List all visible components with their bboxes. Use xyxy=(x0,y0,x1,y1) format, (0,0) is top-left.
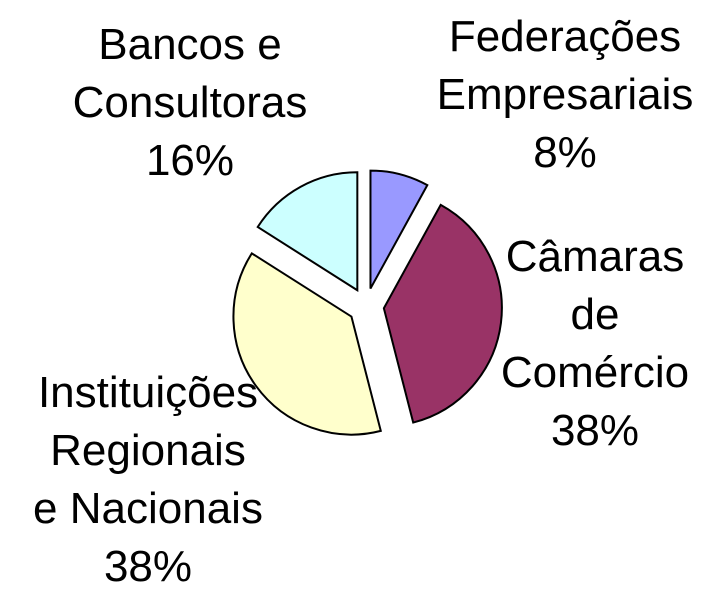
pie-slice xyxy=(382,203,503,424)
value-label: 8% xyxy=(533,128,597,177)
category-label: Federações Empresariais xyxy=(436,12,694,119)
value-label: 38% xyxy=(550,406,640,455)
pie-slice xyxy=(232,251,383,436)
category-label: Bancos e Consultoras xyxy=(72,20,308,127)
pie-slice xyxy=(256,171,359,293)
category-label: Câmaras de Comércio xyxy=(500,232,690,397)
value-label: 38% xyxy=(103,542,193,591)
value-label: 16% xyxy=(145,136,235,185)
slice-label: Câmaras de Comércio 38% xyxy=(495,228,695,460)
category-label: Instituições Regionais e Nacionais xyxy=(33,368,263,533)
slice-label: Federações Empresariais 8% xyxy=(430,8,700,182)
slice-label: Instituições Regionais e Nacionais 38% xyxy=(33,364,264,596)
pie-slice xyxy=(369,169,429,290)
slice-label: Bancos e Consultoras 16% xyxy=(65,16,315,190)
